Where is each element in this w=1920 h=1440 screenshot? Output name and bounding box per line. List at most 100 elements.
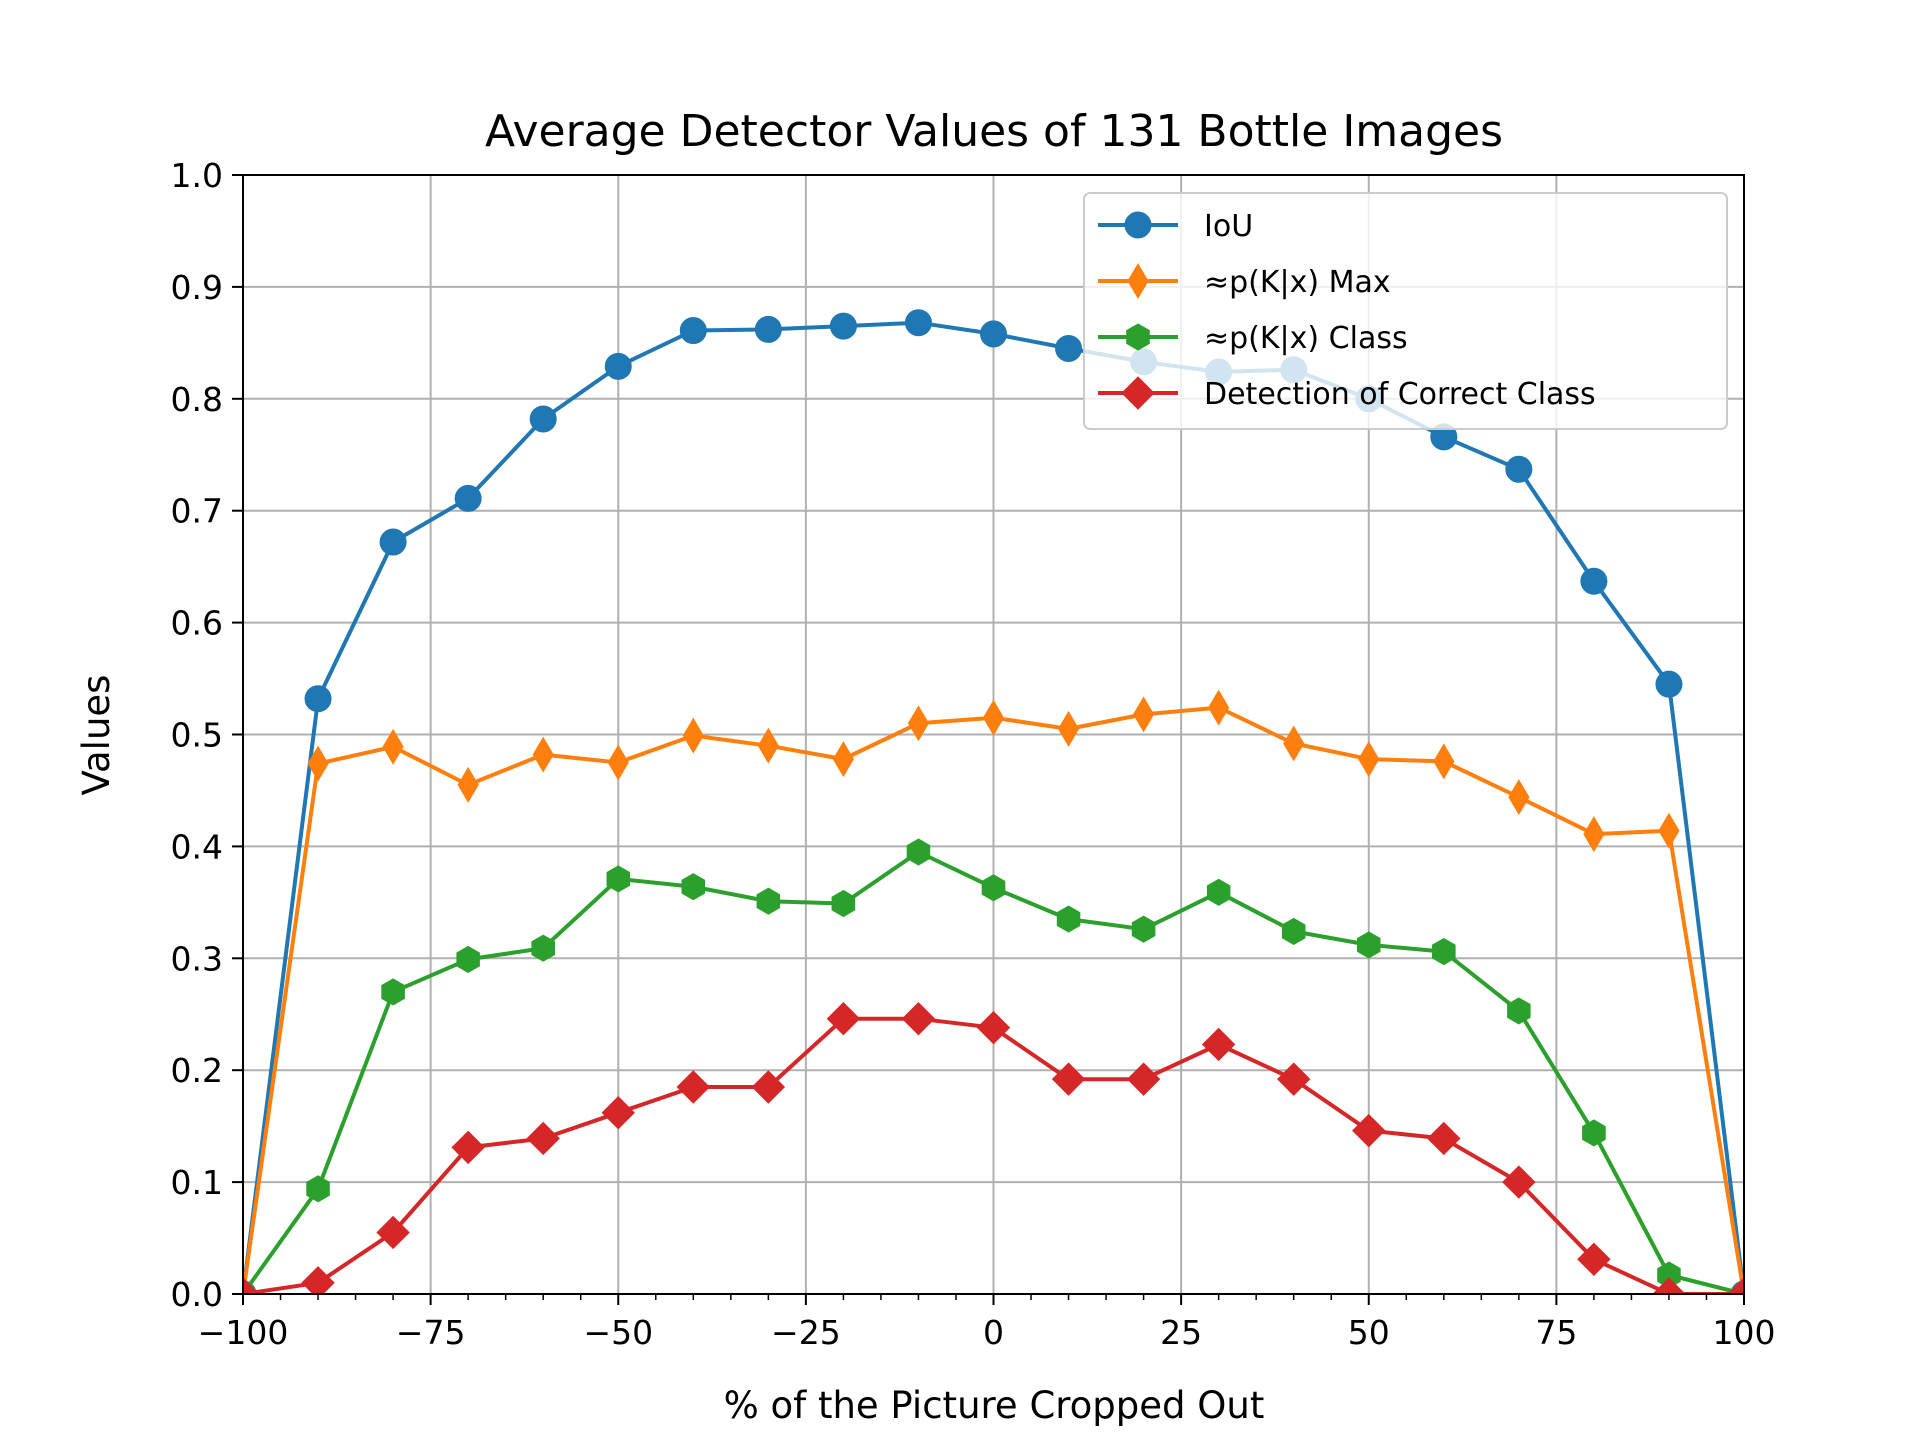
legend-item: ≈p(K|x) Class bbox=[1098, 321, 1408, 356]
legend-swatch-marker bbox=[1126, 323, 1150, 351]
data-point bbox=[679, 317, 707, 345]
legend-item: ≈p(K|x) Max bbox=[1098, 263, 1391, 300]
data-point bbox=[980, 320, 1007, 348]
legend: IoU ≈p(K|x) Max ≈p(K|x) Class Detection of … bbox=[1083, 192, 1728, 430]
data-point bbox=[1507, 997, 1531, 1025]
data-point bbox=[451, 1130, 485, 1165]
y-tick-label: 0.9 bbox=[171, 268, 223, 307]
series-3 bbox=[243, 1002, 1744, 1294]
y-tick-label: 0.6 bbox=[171, 604, 223, 643]
data-point bbox=[454, 484, 482, 512]
y-tick-label: 0.4 bbox=[171, 827, 223, 866]
data-point bbox=[982, 699, 1005, 736]
y-tick-label: 0.7 bbox=[171, 492, 223, 531]
x-tick-label: −25 bbox=[771, 1313, 841, 1352]
data-point bbox=[1201, 1027, 1236, 1062]
x-tick-label: −100 bbox=[198, 1313, 289, 1352]
data-point bbox=[1582, 1119, 1606, 1147]
data-point bbox=[1051, 1062, 1086, 1096]
data-point bbox=[1508, 779, 1530, 816]
data-point bbox=[1502, 1165, 1536, 1199]
data-point bbox=[1281, 917, 1306, 945]
series-1 bbox=[243, 689, 1744, 1294]
data-point bbox=[904, 309, 932, 337]
data-point bbox=[243, 1277, 260, 1294]
data-point bbox=[976, 1010, 1011, 1045]
y-tick-label: 0.0 bbox=[171, 1275, 223, 1314]
y-tick-label: 0.8 bbox=[171, 380, 223, 419]
data-point bbox=[1206, 878, 1231, 906]
data-point bbox=[831, 889, 856, 918]
legend-swatch-marker bbox=[1124, 211, 1152, 239]
data-point bbox=[1276, 1062, 1311, 1096]
data-point bbox=[1126, 1062, 1161, 1096]
data-point bbox=[601, 1096, 635, 1130]
data-point bbox=[1133, 696, 1155, 733]
data-point bbox=[1583, 816, 1605, 853]
legend-item: IoU bbox=[1098, 209, 1253, 244]
x-tick-label: −75 bbox=[396, 1313, 466, 1352]
data-point bbox=[1131, 915, 1156, 943]
data-point bbox=[1652, 1277, 1686, 1294]
data-point bbox=[1577, 1242, 1611, 1277]
data-point bbox=[379, 528, 407, 556]
series-0 bbox=[243, 309, 1744, 1294]
data-point bbox=[1432, 938, 1456, 966]
x-tick-label: −50 bbox=[583, 1313, 653, 1352]
y-tick-label: 0.5 bbox=[171, 716, 223, 755]
data-point bbox=[1505, 455, 1533, 483]
data-point bbox=[306, 1175, 330, 1203]
data-point bbox=[531, 934, 555, 962]
legend-swatch-marker bbox=[1121, 376, 1155, 410]
series-layer bbox=[243, 309, 1744, 1294]
data-point bbox=[382, 728, 404, 765]
data-point bbox=[826, 1002, 861, 1036]
data-point bbox=[376, 1215, 410, 1250]
data-point bbox=[381, 978, 405, 1006]
data-point bbox=[1357, 931, 1381, 959]
data-point bbox=[754, 315, 782, 343]
data-point bbox=[1352, 1113, 1386, 1148]
data-point bbox=[456, 945, 480, 973]
data-point bbox=[1057, 710, 1080, 747]
data-point bbox=[1727, 1277, 1744, 1294]
data-point bbox=[757, 727, 779, 764]
data-point bbox=[751, 1070, 786, 1104]
y-tick-label: 1.0 bbox=[171, 156, 223, 195]
legend-label: Detection of Correct Class bbox=[1204, 377, 1596, 412]
legend-swatch-marker bbox=[1127, 263, 1149, 299]
y-tick-label: 0.2 bbox=[171, 1051, 223, 1090]
y-axis-title: Values bbox=[75, 675, 118, 796]
x-tick-label: 0 bbox=[983, 1313, 1004, 1352]
legend-label: ≈p(K|x) Class bbox=[1204, 321, 1408, 356]
data-point bbox=[682, 717, 704, 754]
data-point bbox=[301, 1266, 335, 1294]
data-point bbox=[901, 1002, 936, 1036]
data-point bbox=[526, 1121, 560, 1156]
x-tick-label: 25 bbox=[1160, 1313, 1202, 1352]
x-tick-label: 100 bbox=[1713, 1313, 1776, 1352]
data-point bbox=[906, 838, 931, 866]
data-point bbox=[832, 741, 854, 778]
data-point bbox=[607, 744, 629, 781]
chart-title: Average Detector Values of 131 Bottle Im… bbox=[485, 106, 1503, 157]
x-tick-label: 75 bbox=[1535, 1313, 1577, 1352]
x-tick-label: 50 bbox=[1348, 1313, 1390, 1352]
data-point bbox=[981, 874, 1006, 902]
data-point bbox=[1433, 743, 1455, 780]
data-point bbox=[529, 405, 557, 433]
data-point bbox=[604, 352, 632, 380]
y-tick-label: 0.3 bbox=[171, 939, 223, 978]
data-point bbox=[1358, 741, 1380, 778]
data-point bbox=[1655, 670, 1683, 698]
data-point bbox=[829, 312, 857, 340]
data-point bbox=[907, 705, 930, 742]
data-point bbox=[532, 736, 554, 773]
ticks: −100 −75 −50 −25 0 25 50 75 100 0.0 0.1 0.2 0.3 0.4 0.… bbox=[171, 156, 1776, 1352]
data-point bbox=[606, 865, 630, 893]
data-point bbox=[457, 766, 479, 803]
data-point bbox=[1208, 689, 1230, 726]
legend-label: ≈p(K|x) Max bbox=[1204, 265, 1391, 300]
x-axis-title: % of the Picture Cropped Out bbox=[724, 1384, 1265, 1427]
